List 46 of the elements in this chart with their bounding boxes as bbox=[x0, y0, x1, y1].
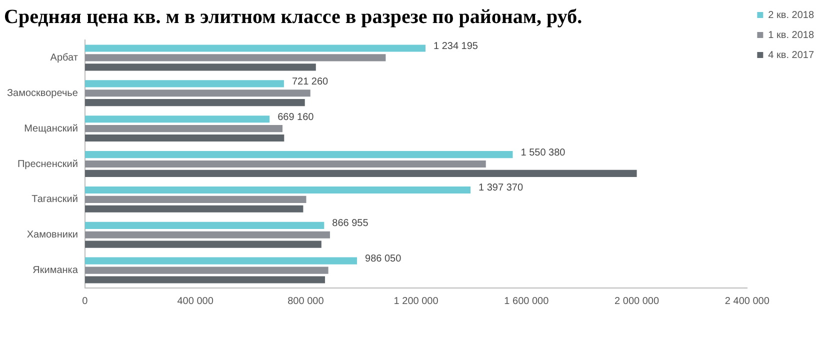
y-tick-label: Хамовники bbox=[26, 230, 78, 241]
data-label: 986 050 bbox=[365, 254, 402, 265]
bar bbox=[84, 80, 284, 88]
bar bbox=[84, 44, 426, 52]
data-label: 721 260 bbox=[292, 76, 329, 88]
legend-label: 1 кв. 2018 bbox=[768, 30, 814, 41]
bar bbox=[84, 266, 328, 274]
bar bbox=[84, 231, 330, 238]
bar bbox=[84, 64, 316, 71]
x-tick-label: 0 bbox=[82, 296, 88, 307]
y-tick-label: Мещанский bbox=[24, 123, 78, 134]
legend-label: 4 кв. 2017 bbox=[768, 50, 814, 61]
data-label: 866 955 bbox=[332, 218, 369, 230]
bar bbox=[84, 54, 386, 62]
bar bbox=[84, 186, 471, 194]
y-tick-label: Якиманка bbox=[32, 265, 78, 276]
data-label: 1 234 195 bbox=[433, 41, 478, 52]
bar bbox=[84, 222, 324, 229]
bar bbox=[84, 196, 306, 203]
bar bbox=[84, 160, 486, 168]
bar bbox=[84, 240, 322, 248]
x-tick-label: 2 000 000 bbox=[614, 296, 660, 307]
data-label: 1 550 380 bbox=[520, 147, 566, 158]
bar bbox=[84, 205, 304, 212]
x-tick-label: 2 400 000 bbox=[724, 296, 770, 307]
bar bbox=[84, 116, 270, 123]
bar bbox=[84, 151, 513, 158]
bar bbox=[84, 125, 283, 132]
bar bbox=[84, 276, 326, 284]
data-label: 1 397 370 bbox=[478, 182, 524, 194]
chart-title: Средняя цена кв. м в элитном классе в разрезе по районам, руб. bbox=[4, 6, 582, 28]
y-tick-label: Таганский bbox=[32, 194, 78, 206]
y-tick-label: Замоскворечье bbox=[6, 88, 78, 99]
data-label: 669 160 bbox=[278, 112, 314, 123]
x-tick-label: 800 000 bbox=[288, 296, 324, 307]
bar bbox=[84, 99, 305, 106]
x-tick-label: 400 000 bbox=[177, 296, 214, 307]
y-tick-label: Арбат bbox=[50, 52, 78, 64]
legend-label: 2 кв. 2018 bbox=[768, 10, 814, 21]
bar bbox=[84, 257, 358, 264]
y-tick-label: Пресненский bbox=[17, 158, 78, 170]
bar bbox=[84, 90, 310, 97]
bar bbox=[84, 134, 284, 142]
x-tick-label: 1 600 000 bbox=[504, 296, 550, 307]
x-tick-label: 1 200 000 bbox=[394, 296, 439, 307]
bar bbox=[84, 170, 637, 177]
